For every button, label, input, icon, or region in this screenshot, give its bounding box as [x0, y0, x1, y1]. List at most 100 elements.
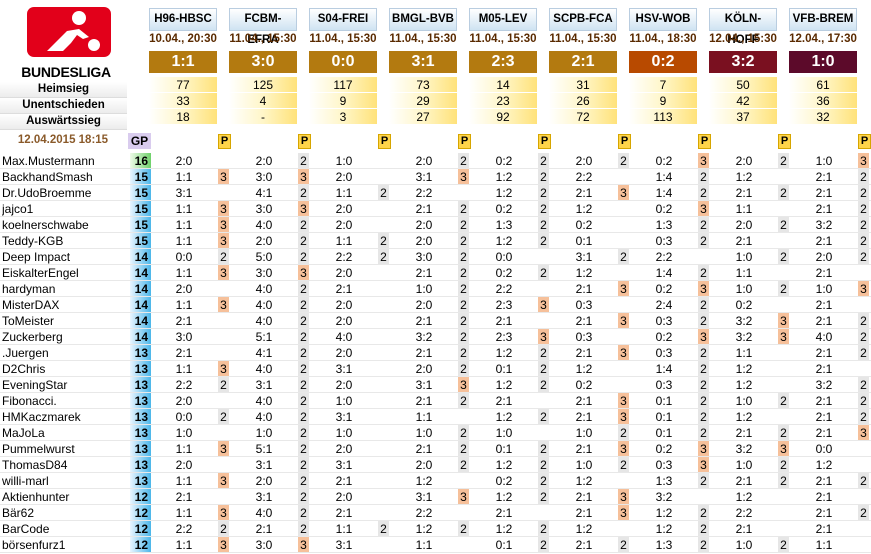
table-row[interactable]: ThomasD84 13 2:0 3:1 2 3:1 2:0 2 1:2 2 1:0 2 0:3 3 1:0… — [0, 457, 871, 473]
match-column: VFB-BREM 12.04., 17:30 1:0 61 36 32 — [789, 8, 857, 125]
player-name[interactable]: EiskalterEngel — [2, 266, 79, 280]
player-name[interactable]: Dr.UdoBroemme — [2, 186, 92, 200]
player-points: 2 — [538, 521, 549, 537]
match-result: 2:1 — [549, 51, 617, 73]
player-tip: 2:2 — [655, 250, 673, 264]
player-points: 3 — [218, 169, 229, 185]
table-row[interactable]: Max.Mustermann 16 2:0 2:0 2 1:0 2:0 2 0:2 2 2:0 2 0:… — [0, 153, 871, 169]
table-row[interactable]: börsenfurz1 12 1:1 3 3:0 3 3:1 1:1 0:1 2 2:1 2 1:3 2 1… — [0, 537, 871, 553]
player-tip: 1:1 — [415, 410, 433, 424]
table-row[interactable]: HMKaczmarek 13 0:0 2 4:0 2 3:1 1:1 1:2 2 2:1 3 0:1 2 1… — [0, 409, 871, 425]
match-stat-home: 61 — [789, 77, 857, 93]
table-row[interactable]: willi-marl 13 1:1 3 2:0 2 2:1 1:2 0:2 2 1:2 1:3 2 2:1… — [0, 473, 871, 489]
table-row[interactable]: Fibonacci. 13 2:0 4:0 2 1:0 2:1 2 2:1 2:1 3 0:1 2 1:0… — [0, 393, 871, 409]
player-points: 2 — [858, 201, 869, 217]
table-row[interactable]: .Juergen 13 2:1 4:1 2 2:0 2:1 2 1:2 2 2:1 3 0:3 2 1:1 2… — [0, 345, 871, 361]
table-row[interactable]: D2Chris 13 1:1 3 4:0 2 3:1 2:0 2 0:1 2 1:2 1:4 2 1:2 2:… — [0, 361, 871, 377]
table-row[interactable]: MaJoLa 13 1:0 1:0 2 1:0 1:0 2 1:0 1:0 2 0:1 2 2:1 2 2:1… — [0, 425, 871, 441]
player-name[interactable]: BarCode — [2, 522, 50, 536]
table-row[interactable]: ToMeister 14 2:1 4:0 2 2:0 2:1 2 2:1 2:1 3 0:3 2 3:2 3… — [0, 313, 871, 329]
player-name[interactable]: koelnerschwabe — [2, 218, 89, 232]
player-name[interactable]: börsenfurz1 — [2, 538, 66, 552]
player-name[interactable]: willi-marl — [2, 474, 49, 488]
player-name[interactable]: MisterDAX — [2, 298, 60, 312]
player-name[interactable]: Fibonacci. — [2, 394, 57, 408]
player-tip: 2:2 — [175, 522, 193, 536]
player-tip: 0:2 — [655, 202, 673, 216]
points-column-header: P — [378, 134, 391, 149]
table-row[interactable]: Zuckerberg 14 3:0 5:1 2 4:0 3:2 2 2:3 3 0:3 0:2 3 3:2… — [0, 329, 871, 345]
player-tip: 4:0 — [255, 362, 273, 376]
match-date: 11.04., 15:30 — [469, 33, 537, 45]
player-name[interactable]: Aktienhunter — [2, 490, 70, 504]
player-points: 2 — [698, 521, 709, 537]
table-row[interactable]: hardyman 14 2:0 4:0 2 2:1 1:0 2 2:2 2:1 3 0:2 3 1:0 2 1… — [0, 281, 871, 297]
table-row[interactable]: BarCode 12 2:2 2 2:1 2 1:1 2 1:2 2 1:2 2 1:2 1:2 2 2:1 2… — [0, 521, 871, 537]
player-name[interactable]: MaJoLa — [2, 426, 45, 440]
player-name[interactable]: Zuckerberg — [2, 330, 63, 344]
player-name[interactable]: Deep Impact — [2, 250, 71, 264]
table-row[interactable]: EveningStar 13 2:2 2 3:1 2 2:0 3:1 3 1:2 2 0:2 0:3 2 1… — [0, 377, 871, 393]
player-tip: 4:0 — [255, 282, 273, 296]
player-tip: 3:1 — [335, 410, 353, 424]
player-tip: 3:0 — [255, 266, 273, 280]
player-tip: 0:1 — [575, 234, 593, 248]
row-divider — [0, 280, 871, 281]
player-points: 3 — [218, 233, 229, 249]
table-row[interactable]: koelnerschwabe 15 1:1 3 4:0 2 2:0 2:0 2 1:3 2 0:2 1:… — [0, 217, 871, 233]
player-name[interactable]: BackhandSmash — [2, 170, 93, 184]
gp-column-header[interactable]: GP — [128, 133, 151, 149]
player-points: 2 — [698, 377, 709, 393]
player-name[interactable]: Max.Mustermann — [2, 154, 95, 168]
player-points: 3 — [618, 505, 629, 521]
player-name[interactable]: ToMeister — [2, 314, 55, 328]
player-points: 2 — [218, 249, 229, 265]
table-row[interactable]: MisterDAX 14 1:1 3 4:0 2 2:0 2:0 2 2:3 3 0:3 2:4 2 0:2… — [0, 297, 871, 313]
player-tip: 1:1 — [175, 298, 193, 312]
player-name[interactable]: EveningStar — [2, 378, 68, 392]
table-row[interactable]: Dr.UdoBroemme 15 3:1 4:1 2 1:1 2 2:2 1:2 2 2:1 3 1:4… — [0, 185, 871, 201]
player-tip: 1:2 — [735, 378, 753, 392]
table-row[interactable]: Aktienhunter 12 2:1 3:1 2 2:0 3:1 3 1:2 2 2:1 3 3:2 1… — [0, 489, 871, 505]
player-name[interactable]: jajco1 — [2, 202, 34, 216]
table-row[interactable]: EiskalterEngel 14 1:1 3 3:0 3 2:0 2:1 2 0:2 2 1:2 1:… — [0, 265, 871, 281]
match-date: 11.04., 15:30 — [229, 33, 297, 45]
match-teams[interactable]: BMGL-BVB — [389, 8, 457, 31]
match-teams[interactable]: FCBM-EFRA — [229, 8, 297, 46]
player-name[interactable]: hardyman — [2, 282, 56, 296]
row-divider — [0, 168, 871, 169]
match-teams[interactable]: VFB-BREM — [789, 8, 857, 31]
player-tip: 1:1 — [175, 218, 193, 232]
player-points: 3 — [458, 169, 469, 185]
match-teams[interactable]: M05-LEV — [469, 8, 537, 31]
player-name[interactable]: .Juergen — [2, 346, 49, 360]
table-row[interactable]: Teddy-KGB 15 1:1 3 2:0 2 1:1 2 2:0 2 1:2 2 0:1 0:3 2 2:… — [0, 233, 871, 249]
player-name[interactable]: ThomasD84 — [2, 458, 68, 472]
player-tip: 0:2 — [575, 218, 593, 232]
table-row[interactable]: jajco1 15 1:1 3 3:0 3 2:0 2:1 2 0:2 2 1:2 0:2 3 1:1 2:1… — [0, 201, 871, 217]
match-teams[interactable]: SCPB-FCA — [549, 8, 617, 31]
player-name[interactable]: Pummelwurst — [2, 442, 75, 456]
player-name[interactable]: Teddy-KGB — [2, 234, 64, 248]
player-points: 3 — [458, 489, 469, 505]
match-teams[interactable]: S04-FREI — [309, 8, 377, 31]
player-tip: 2:2 — [495, 282, 513, 296]
player-tip: 1:2 — [575, 202, 593, 216]
player-points: 2 — [538, 441, 549, 457]
player-tip: 1:2 — [735, 410, 753, 424]
player-name[interactable]: D2Chris — [2, 362, 46, 376]
player-tip: 1:1 — [175, 266, 193, 280]
match-result: 3:0 — [229, 51, 297, 73]
player-name[interactable]: Bär62 — [2, 506, 35, 520]
player-tip: 4:0 — [255, 506, 273, 520]
table-row[interactable]: BackhandSmash 15 1:1 3 3:0 3 2:0 3:1 3 1:2 2 2:2 1:4… — [0, 169, 871, 185]
match-teams[interactable]: KÖLN-HOFF — [709, 8, 777, 46]
match-teams[interactable]: HSV-WOB — [629, 8, 697, 31]
match-teams[interactable]: H96-HBSC — [149, 8, 217, 31]
table-row[interactable]: Deep Impact 14 0:0 2 5:0 2 2:2 2 3:0 2 0:0 3:1 2 2:2 1… — [0, 249, 871, 265]
player-name[interactable]: HMKaczmarek — [2, 410, 81, 424]
player-tip: 4:0 — [255, 410, 273, 424]
table-row[interactable]: Pummelwurst 13 1:1 3 5:1 2 2:0 2:1 2 0:1 2 2:1 3 0:2 3… — [0, 441, 871, 457]
table-row[interactable]: Bär62 12 1:1 3 4:0 2 2:1 2:2 2:1 2:1 3 1:2 2 2:2 2:1 2 — [0, 505, 871, 521]
player-tip: 3:0 — [255, 538, 273, 552]
